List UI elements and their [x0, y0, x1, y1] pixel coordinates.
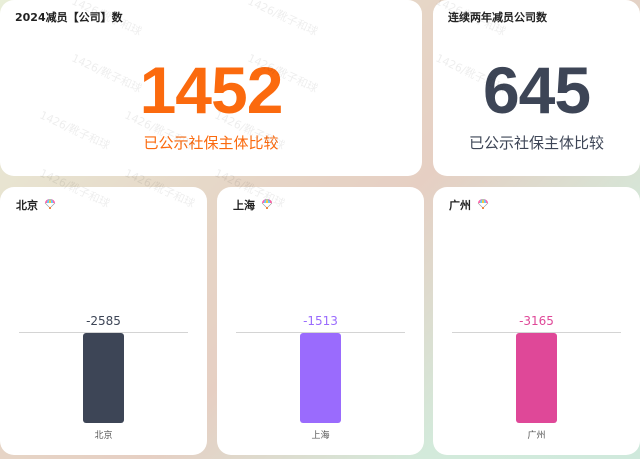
bar[interactable]	[300, 333, 341, 423]
bar-value-label: -2585	[86, 314, 121, 328]
parachute-icon	[44, 198, 56, 213]
parachute-icon	[477, 198, 489, 213]
x-axis-label: 北京	[94, 431, 113, 441]
bar[interactable]	[516, 333, 557, 423]
reduction-count-card: 2024减员【公司】数 1452 已公示社保主体比较	[0, 0, 422, 176]
big-number: 1452	[139, 53, 284, 127]
city-chart-card: 上海 -1513 上海	[217, 187, 424, 455]
chart-title: 广州	[449, 197, 489, 213]
card-subtitle: 已公示社保主体比较	[468, 134, 604, 152]
consecutive-reduction-card: 连续两年减员公司数 645 已公示社保主体比较	[433, 0, 640, 176]
chart-title-text: 广州	[449, 199, 471, 212]
chart-title: 北京	[16, 197, 56, 213]
x-axis-label: 上海	[311, 431, 330, 441]
bar-value-label: -3165	[519, 314, 554, 328]
chart-title: 上海	[233, 197, 273, 213]
parachute-icon	[261, 198, 273, 213]
zero-baseline	[452, 332, 621, 333]
zero-baseline	[236, 332, 405, 333]
city-chart-card: 北京 -2585 北京	[0, 187, 207, 455]
bar-value-label: -1513	[303, 314, 338, 328]
chart-title-text: 北京	[16, 199, 38, 212]
big-number: 645	[482, 53, 591, 127]
x-axis-label: 广州	[527, 431, 546, 441]
card-subtitle: 已公示社保主体比较	[143, 134, 279, 152]
bar[interactable]	[83, 333, 124, 423]
card-title: 2024减员【公司】数	[15, 11, 123, 24]
zero-baseline	[19, 332, 188, 333]
city-chart-card: 广州 -3165 广州	[433, 187, 640, 455]
chart-title-text: 上海	[233, 199, 255, 212]
card-title: 连续两年减员公司数	[448, 11, 547, 24]
